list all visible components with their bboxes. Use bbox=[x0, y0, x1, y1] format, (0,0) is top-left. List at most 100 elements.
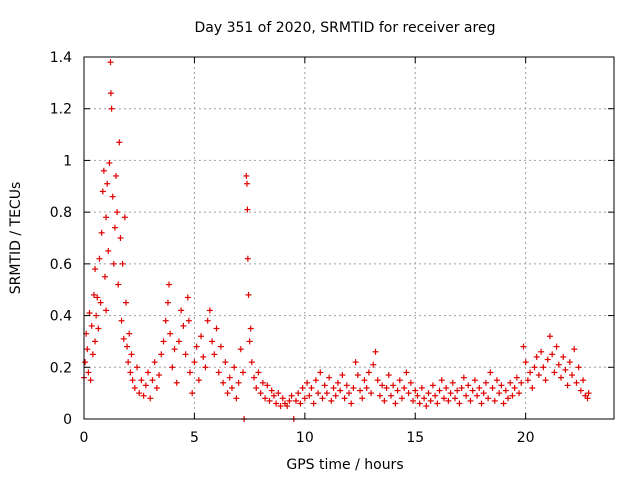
data-point bbox=[286, 397, 293, 404]
data-point bbox=[359, 395, 366, 402]
data-point bbox=[571, 346, 578, 353]
data-point bbox=[248, 359, 255, 366]
data-point bbox=[538, 348, 545, 355]
data-point bbox=[551, 369, 558, 376]
data-point bbox=[527, 369, 534, 376]
data-point bbox=[92, 338, 99, 345]
data-point bbox=[118, 317, 125, 324]
data-point bbox=[166, 281, 173, 288]
data-point bbox=[418, 384, 425, 391]
data-point bbox=[306, 392, 313, 399]
data-point bbox=[505, 395, 511, 402]
data-point bbox=[153, 384, 160, 391]
data-point bbox=[381, 397, 388, 404]
data-point bbox=[440, 395, 447, 402]
data-point bbox=[100, 167, 107, 174]
data-point bbox=[105, 247, 112, 254]
data-point bbox=[151, 359, 158, 366]
data-point bbox=[319, 395, 326, 402]
data-point bbox=[301, 395, 308, 402]
data-point bbox=[189, 390, 196, 397]
y-tick-label: 0.8 bbox=[50, 205, 72, 221]
data-point bbox=[401, 384, 408, 391]
data-point bbox=[160, 338, 167, 345]
data-point bbox=[117, 235, 124, 241]
data-point bbox=[416, 400, 423, 407]
data-point bbox=[224, 390, 231, 397]
x-axis-ticks: 0 5 10 15 20 bbox=[80, 57, 535, 446]
data-point bbox=[456, 400, 463, 407]
data-point bbox=[109, 193, 116, 200]
data-point bbox=[262, 395, 269, 402]
data-point bbox=[476, 384, 483, 391]
data-point bbox=[343, 382, 350, 389]
data-point bbox=[580, 377, 587, 384]
data-point bbox=[237, 346, 244, 353]
data-point bbox=[407, 379, 414, 386]
data-point bbox=[99, 188, 106, 195]
data-point bbox=[147, 395, 154, 402]
data-point bbox=[394, 387, 401, 394]
y-tick-label: 0.4 bbox=[50, 309, 72, 325]
data-point bbox=[383, 384, 390, 391]
data-point bbox=[273, 400, 280, 407]
data-point bbox=[86, 309, 93, 316]
data-point bbox=[209, 338, 216, 345]
data-point bbox=[110, 260, 117, 267]
data-point bbox=[107, 59, 114, 66]
data-point bbox=[206, 307, 213, 314]
data-point bbox=[326, 374, 333, 381]
data-point bbox=[558, 374, 564, 381]
data-point bbox=[191, 359, 198, 366]
data-point bbox=[337, 387, 344, 394]
data-point bbox=[90, 291, 97, 298]
data-point bbox=[217, 343, 224, 350]
chart-title: Day 351 of 2020, SRMTID for receiver are… bbox=[195, 20, 496, 36]
data-point bbox=[131, 384, 138, 391]
data-point bbox=[478, 400, 485, 407]
data-point bbox=[399, 395, 405, 402]
data-point bbox=[185, 317, 192, 324]
x-axis-label: GPS time / hours bbox=[286, 457, 403, 473]
data-point bbox=[346, 390, 352, 397]
data-point bbox=[379, 382, 386, 389]
data-point bbox=[469, 387, 476, 394]
data-point bbox=[421, 395, 428, 402]
data-point bbox=[149, 377, 156, 384]
data-point bbox=[396, 377, 403, 384]
data-point bbox=[134, 364, 140, 371]
data-point bbox=[108, 105, 115, 112]
x-tick-label: 15 bbox=[406, 430, 424, 446]
data-point bbox=[84, 346, 91, 353]
data-point bbox=[299, 384, 306, 391]
data-point bbox=[101, 273, 108, 280]
data-point bbox=[138, 377, 145, 384]
data-point bbox=[222, 359, 229, 366]
data-point bbox=[585, 390, 592, 397]
data-point bbox=[363, 384, 370, 391]
data-point bbox=[156, 372, 163, 379]
data-point bbox=[555, 361, 562, 368]
y-tick-label: 1.4 bbox=[50, 50, 72, 66]
data-point bbox=[171, 346, 178, 353]
data-point bbox=[94, 294, 101, 301]
y-tick-label: 1 bbox=[63, 153, 72, 169]
data-point bbox=[244, 255, 251, 262]
data-point bbox=[458, 384, 465, 391]
data-point bbox=[487, 369, 494, 376]
data-point bbox=[332, 392, 339, 399]
data-point bbox=[253, 384, 260, 391]
data-point bbox=[304, 379, 311, 386]
data-point bbox=[425, 390, 432, 397]
data-point bbox=[220, 379, 227, 386]
data-point bbox=[489, 384, 496, 391]
data-point bbox=[124, 343, 131, 350]
data-point bbox=[184, 294, 191, 301]
data-point bbox=[251, 374, 258, 381]
data-point bbox=[284, 403, 291, 410]
data-point bbox=[542, 377, 549, 384]
data-point bbox=[195, 377, 202, 384]
data-point bbox=[247, 325, 254, 332]
data-point bbox=[121, 214, 128, 221]
data-point bbox=[540, 364, 547, 371]
